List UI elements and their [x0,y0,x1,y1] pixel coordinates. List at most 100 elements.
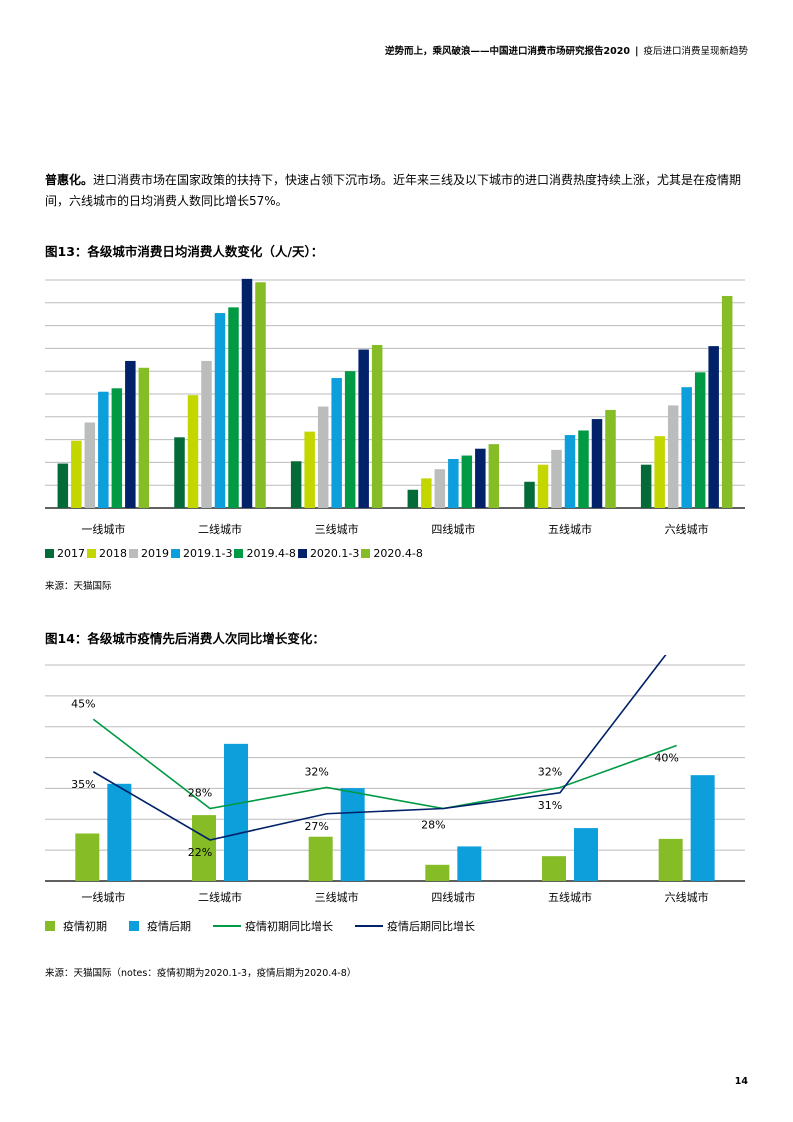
x-tick-label: 一线城市 [81,522,125,536]
bar [75,833,100,881]
bar [448,458,459,508]
bar [98,391,109,508]
bar [658,838,683,881]
bar [407,489,419,508]
legend-item: 疫情后期 [129,918,191,934]
legend-item: 2017 [45,547,85,560]
legend-swatch [213,925,241,927]
legend-label: 疫情初期 [63,920,107,933]
x-tick-label: 六线城市 [665,522,709,536]
intro-lead: 普惠化。 [45,173,94,187]
x-tick-label: 四线城市 [431,890,475,904]
bar [434,469,446,508]
legend-swatch [45,921,55,931]
bar [591,419,603,508]
figure14-source: 来源：天猫国际（notes：疫情初期为2020.1-3，疫情后期为2020.4-… [45,968,357,979]
bar [111,388,123,508]
page-number: 14 [734,1076,748,1087]
x-tick-label: 三线城市 [315,522,359,536]
data-label: 22% [188,846,212,859]
legend-item: 疫情后期同比增长 [355,918,475,934]
legend-label: 疫情后期同比增长 [387,920,475,933]
bar [331,378,342,508]
data-label: 32% [304,766,328,779]
data-label: 35% [71,778,95,791]
legend-swatch [297,549,307,558]
legend-swatch [355,925,383,927]
figure14-chart: 45%28%32%28%32%40%35%22%27%31%60%一线城市二线城… [0,619,793,914]
bar [228,307,239,508]
bar [290,461,302,508]
bar [371,344,383,508]
legend-item: 疫情初期同比增长 [213,918,333,934]
figure14-title: 图14：各级城市疫情先后消费人次同比增长变化： [45,631,325,646]
intro-paragraph: 普惠化。进口消费市场在国家政策的扶持下，快速占领下沉市场。近年来三线及以下城市的… [45,170,750,212]
bar [187,395,199,508]
legend-item: 2019 [129,547,169,560]
series-line [92,718,677,810]
data-label: 28% [421,819,445,832]
bar [605,409,616,508]
data-label: 31% [538,799,562,812]
data-label: 32% [538,766,562,779]
legend-label: 2020.4-8 [373,547,423,560]
bar [425,864,450,881]
legend-label: 疫情初期同比增长 [245,920,333,933]
bar [537,464,549,508]
data-label: 45% [71,697,95,710]
bar [690,775,715,881]
data-label: 40% [654,752,678,765]
x-tick-label: 一线城市 [81,890,125,904]
legend-label: 2017 [57,547,85,560]
legend-label: 2020.1-3 [309,547,360,560]
bar [308,836,333,881]
x-tick-label: 五线城市 [548,890,592,904]
figure13-legend: 2017 2018 2019 2019.1-3 2019.4-8 2020.1-3 2020… [45,547,425,560]
page-header: 逆势而上，乘风破浪——中国进口消费市场研究报告2020 | 疫后进口消费呈现新趋… [385,43,748,57]
bar [551,449,562,508]
legend-swatch [129,921,139,931]
data-label: 27% [304,820,328,833]
bar [421,478,432,508]
bar [57,463,69,508]
legend-label: 2019 [141,547,169,560]
figure14-legend: 疫情初期 疫情后期 疫情初期同比增长 疫情后期同比增长 [45,918,497,934]
bar [304,431,315,508]
bar [708,346,719,508]
legend-item: 2020.1-3 [297,547,360,560]
bar [457,846,482,881]
legend-swatch [234,549,244,558]
bar [71,440,82,508]
bar [201,360,212,508]
data-label: 28% [188,787,212,800]
bar [224,743,248,881]
bar [358,349,369,508]
x-tick-label: 二线城市 [198,890,242,904]
x-tick-label: 六线城市 [665,890,709,904]
legend-item: 2018 [87,547,127,560]
legend-swatch [361,549,371,558]
bar [681,387,692,508]
bar [340,788,365,881]
legend-label: 2019.4-8 [246,547,296,560]
figure13-title: 图13：各级城市消费日均消费人数变化（人/天）： [45,244,324,259]
bar [138,367,150,508]
bar [461,455,473,508]
bar [192,815,216,881]
x-tick-label: 五线城市 [548,522,592,536]
legend-swatch [87,549,96,558]
bar [241,278,253,508]
x-tick-label: 三线城市 [315,890,359,904]
figure13-source: 来源：天猫国际 [45,581,112,592]
legend-label: 疫情后期 [147,920,191,933]
bar [125,360,136,508]
legend-label: 2019.1-3 [183,547,233,560]
x-tick-label: 二线城市 [198,522,242,536]
legend-item: 2020.4-8 [361,547,423,560]
x-tick-label: 四线城市 [431,522,475,536]
bar [640,464,652,508]
legend-swatch [45,549,54,558]
legend-item: 2019.4-8 [234,547,296,560]
header-separator: | [634,46,639,57]
bar [255,282,266,508]
